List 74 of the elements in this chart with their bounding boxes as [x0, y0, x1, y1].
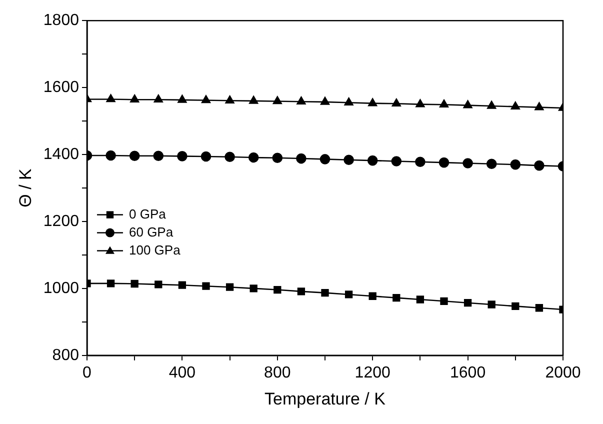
point	[296, 153, 306, 164]
point	[225, 95, 234, 104]
point	[154, 94, 163, 103]
point	[344, 97, 354, 106]
point	[200, 151, 212, 162]
point	[416, 296, 424, 304]
point	[534, 102, 544, 110]
point	[392, 294, 400, 302]
point	[415, 156, 426, 168]
point	[106, 150, 116, 161]
point	[201, 95, 211, 104]
point	[224, 152, 235, 162]
point	[248, 152, 259, 163]
point	[512, 302, 520, 310]
point	[130, 94, 140, 103]
point	[392, 98, 401, 107]
y-tick-label: 1200	[43, 212, 80, 230]
point	[250, 284, 258, 292]
x-tick-label: 0	[82, 364, 92, 382]
y-tick-label: 1600	[43, 78, 80, 96]
point	[462, 158, 473, 168]
point	[130, 280, 138, 288]
point	[272, 96, 282, 104]
point	[535, 304, 544, 312]
point	[297, 288, 306, 296]
x-axis-title: Temperature / K	[264, 389, 386, 408]
x-tick-label: 400	[168, 364, 196, 382]
point	[488, 300, 496, 308]
point	[487, 100, 496, 109]
point	[344, 154, 354, 166]
point	[391, 156, 402, 166]
point	[274, 286, 282, 294]
point	[202, 282, 210, 290]
point	[368, 292, 376, 300]
point	[368, 98, 378, 106]
legend-label: 0 GPa	[128, 206, 167, 222]
point	[226, 283, 234, 291]
y-tick-label: 1800	[43, 12, 80, 30]
x-tick-label: 1200	[354, 364, 390, 382]
legend-label: 60 GPa	[128, 224, 174, 240]
point	[106, 94, 116, 102]
point	[154, 280, 162, 288]
point	[320, 96, 330, 105]
point	[344, 290, 353, 298]
point	[510, 101, 520, 110]
point	[367, 155, 378, 166]
point	[178, 94, 187, 103]
point	[106, 280, 115, 288]
point	[320, 154, 330, 164]
point	[486, 158, 497, 170]
point	[153, 150, 164, 162]
x-tick-label: 1600	[450, 364, 486, 382]
point	[438, 157, 450, 168]
y-tick-label: 1400	[43, 146, 80, 163]
x-tick-label: 2000	[545, 364, 581, 382]
point	[249, 96, 258, 104]
point	[510, 159, 521, 170]
legend-label: 100 GPa	[128, 242, 182, 258]
y-tick-label: 800	[52, 346, 80, 364]
point	[296, 96, 306, 105]
point	[178, 281, 186, 289]
point	[321, 288, 329, 297]
y-axis-title: Θ / K	[16, 168, 35, 208]
point	[129, 150, 140, 162]
point	[177, 151, 188, 162]
x-tick-label: 800	[264, 364, 291, 382]
point	[440, 297, 448, 305]
point	[439, 99, 449, 108]
point	[464, 299, 472, 307]
point	[272, 152, 283, 164]
point	[463, 100, 472, 108]
y-tick-label: 1000	[43, 280, 80, 297]
point	[416, 99, 425, 108]
point	[534, 160, 544, 171]
